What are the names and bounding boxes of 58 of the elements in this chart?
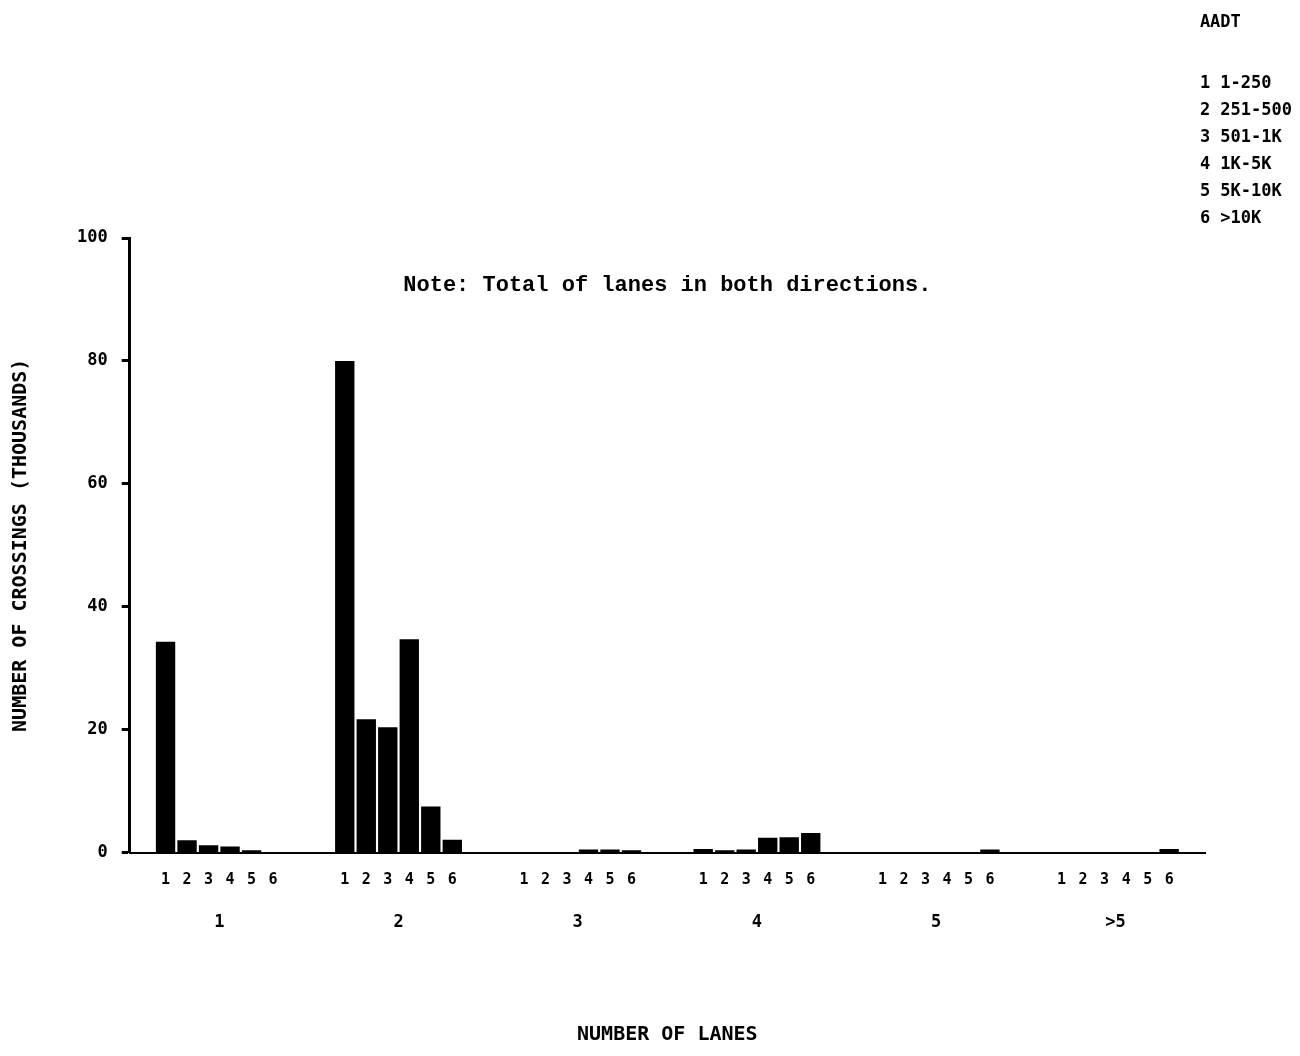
text: 6 bbox=[626, 869, 637, 888]
y-tick-label: 60 bbox=[87, 472, 108, 493]
text: 6 bbox=[806, 869, 816, 888]
x-tick-label: 4 bbox=[751, 911, 763, 932]
y-tick-label: 80 bbox=[87, 349, 108, 370]
category-label: 3 bbox=[741, 869, 751, 888]
category-label: 5 bbox=[784, 869, 794, 888]
series-label: 3 bbox=[204, 869, 214, 888]
x-tick-label: 1 bbox=[214, 911, 225, 932]
category-label: 3 bbox=[383, 869, 393, 888]
category-label: 4 bbox=[763, 869, 773, 888]
x-tick-label: 2 bbox=[393, 911, 404, 932]
category-label: 5 bbox=[605, 869, 615, 888]
text: 1 1-250 bbox=[1199, 71, 1273, 94]
legend-title: AADT bbox=[1199, 10, 1242, 33]
category-label: 1 bbox=[340, 869, 350, 888]
category-label: 3 bbox=[562, 869, 572, 888]
category-label: 1 bbox=[519, 869, 529, 888]
text: 5 5K-10K bbox=[1199, 179, 1283, 202]
text: 4 1K-5K bbox=[1199, 152, 1273, 175]
category-label: 1 bbox=[1057, 869, 1067, 888]
y-tick-label: 20 bbox=[87, 718, 108, 739]
y-tick-label: 100 bbox=[76, 226, 108, 247]
text: 3 501-1K bbox=[1199, 125, 1283, 148]
y-axis-title: NUMBER OF CROSSINGS (THOUSANDS) bbox=[7, 358, 32, 732]
category-label: 3 bbox=[920, 869, 930, 888]
series-label: 1 bbox=[161, 869, 171, 888]
text: 6 bbox=[268, 869, 278, 888]
category-label: 5 bbox=[426, 869, 436, 888]
text: 6 bbox=[1164, 869, 1174, 888]
y-tick-label: 40 bbox=[87, 595, 108, 616]
category-label: 2 bbox=[1078, 869, 1088, 888]
text: 6 >10K bbox=[1199, 206, 1263, 229]
category-label: 3 bbox=[1100, 869, 1110, 888]
series-label: 5 bbox=[247, 869, 257, 888]
category-label: 1 bbox=[698, 869, 708, 888]
x-tick-label: >5 bbox=[1105, 911, 1126, 932]
category-label: 2 bbox=[540, 869, 550, 888]
y-tick-label: 0 bbox=[97, 841, 108, 862]
category-label: 1 bbox=[877, 869, 887, 888]
category-label: 4 bbox=[1121, 869, 1131, 888]
series-label: 2 bbox=[182, 869, 192, 888]
category-label: 4 bbox=[404, 869, 414, 888]
text: 2 251-500 bbox=[1199, 98, 1292, 121]
category-label: 5 bbox=[1143, 869, 1153, 888]
text: 6 bbox=[985, 869, 995, 888]
category-label: 2 bbox=[361, 869, 371, 888]
category-label: 5 bbox=[963, 869, 973, 888]
annotation: Note: Total of lanes in both directions. bbox=[403, 272, 932, 298]
category-label: 4 bbox=[583, 869, 594, 888]
category-label: 2 bbox=[720, 869, 730, 888]
x-tick-label: 5 bbox=[931, 911, 942, 932]
category-label: 4 bbox=[942, 869, 952, 888]
category-label: 2 bbox=[899, 869, 909, 888]
series-label: 6 bbox=[447, 869, 457, 888]
series-label: 4 bbox=[225, 869, 235, 888]
x-tick-label: 3 bbox=[572, 911, 583, 932]
x-axis-title: NUMBER OF LANES bbox=[577, 1021, 758, 1046]
